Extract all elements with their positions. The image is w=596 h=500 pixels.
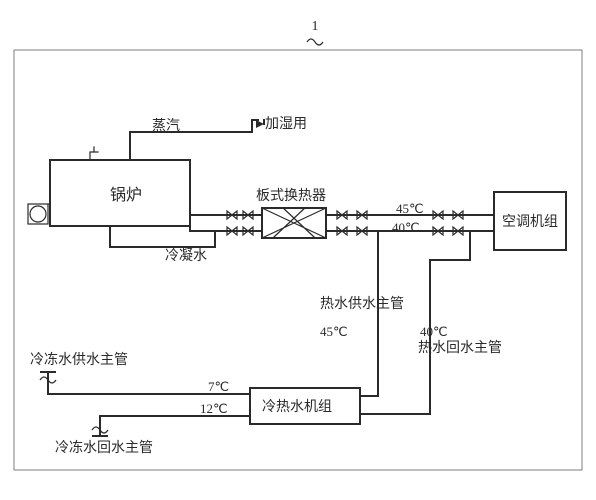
chiller-label: 冷热水机组: [262, 399, 332, 415]
lbl-t45_phe: 45℃: [396, 201, 424, 216]
hw-supply-main: [360, 231, 378, 396]
lbl-hw_return: 热水回水主管: [418, 340, 502, 356]
phe-pattern: [262, 208, 326, 238]
lbl-steam: 蒸汽: [152, 118, 180, 134]
lbl-hw_supply: 热水供水主管: [320, 296, 404, 312]
figure-ref: 1: [312, 19, 319, 34]
lbl-t45_main: 45℃: [320, 324, 348, 339]
condensate-line: [110, 226, 215, 247]
break-mark: [307, 39, 323, 45]
hw-return-main: [360, 231, 470, 414]
arrow-icon: [256, 120, 264, 128]
steam-line-1: [130, 132, 252, 160]
lbl-t7: 7℃: [208, 379, 229, 394]
lbl-condensate: 冷凝水: [165, 248, 207, 264]
phe-label: 板式换热器: [256, 187, 326, 204]
ahu-label: 空调机组: [502, 214, 558, 230]
lbl-t40_phe: 40℃: [392, 220, 420, 235]
lbl-cw_supply: 冷冻水供水主管: [30, 351, 128, 368]
boiler-label: 锅炉: [110, 186, 142, 204]
lbl-t12: 12℃: [200, 401, 228, 416]
lbl-cw_return: 冷冻水回水主管: [55, 439, 153, 456]
boiler-top-fitting: [90, 147, 98, 160]
lbl-t40_main: 40℃: [420, 324, 448, 339]
lbl-humid: 加湿用: [265, 116, 307, 132]
fan-box: [28, 204, 48, 224]
fan-icon: [30, 206, 46, 222]
